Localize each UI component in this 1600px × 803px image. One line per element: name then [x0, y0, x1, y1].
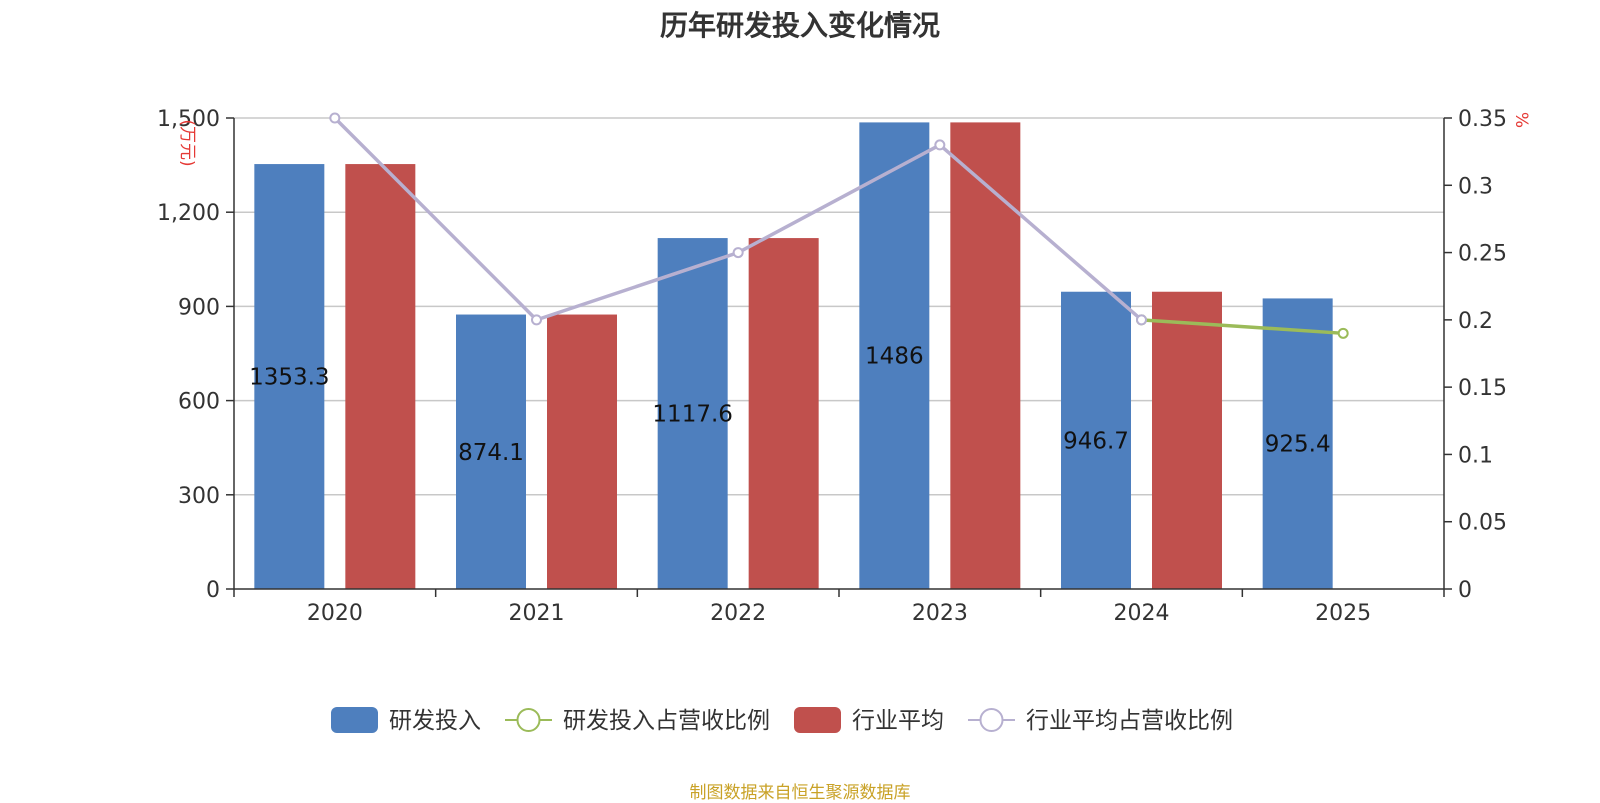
left-axis-tick-label: 900 [178, 295, 220, 320]
left-axis-tick-label: 600 [178, 390, 220, 415]
point-rd-ratio-2025 [1337, 327, 1349, 339]
bar-industry-2020 [345, 164, 416, 590]
left-axis-tick-label: 1,500 [157, 107, 220, 132]
point-industry-ratio-2022 [732, 247, 744, 259]
legend-label: 研发投入 [389, 708, 481, 734]
bar-rd-2020 [254, 164, 325, 590]
x-axis-tick-label: 2021 [509, 601, 565, 626]
bar-rd-2025 [1262, 298, 1333, 589]
chart-title: 历年研发投入变化情况 [659, 9, 940, 42]
right-axis-tick-label: 0.05 [1458, 511, 1507, 536]
bar-rd-2022 [657, 238, 728, 589]
point-industry-ratio-2023 [934, 139, 946, 151]
x-axis-tick-label: 2022 [710, 601, 766, 626]
point-industry-ratio-2024 [1136, 314, 1147, 326]
legend-swatch [794, 707, 841, 733]
right-axis-unit: % [1511, 112, 1531, 128]
right-axis-tick-label: 0.35 [1458, 107, 1507, 132]
left-axis-tick-label: 1,200 [157, 201, 220, 226]
data-source-note: 制图数据来自恒生聚源数据库 [689, 783, 911, 803]
point-industry-ratio-2021 [531, 314, 542, 326]
bar-rd-2023 [859, 122, 930, 589]
right-axis-tick-label: 0.25 [1458, 242, 1507, 267]
bars [254, 122, 1333, 590]
legend-label: 研发投入占营收比例 [563, 708, 770, 734]
legend: 研发投入 研发投入占营收比例 行业平均 行业平均占营收比例 [331, 707, 1233, 734]
bar-rd-2024 [1061, 291, 1131, 589]
bar-industry-2021 [547, 314, 617, 589]
right-axis-tick-label: 0.15 [1458, 376, 1507, 401]
x-axis-tick-label: 2024 [1114, 601, 1170, 626]
right-axis-tick-label: 0 [1458, 578, 1472, 603]
bar-rd-2021 [456, 314, 526, 589]
left-axis-tick-label: 0 [206, 578, 220, 603]
right-axis-tick-label: 0.3 [1458, 174, 1493, 199]
x-axis-tick-label: 2020 [307, 601, 363, 626]
bar-value-label: 925.4 [1265, 432, 1331, 458]
point-industry-ratio-2020 [329, 112, 341, 124]
bar-industry-2022 [748, 238, 819, 589]
grid-lines [234, 117, 1444, 496]
bar-labels: 1353.3 874.1 1117.6 1486 946.7 925.4 [249, 344, 1331, 466]
x-axis-tick-label: 2023 [912, 601, 968, 626]
bar-value-label: 946.7 [1063, 428, 1129, 454]
bar-industry-2023 [950, 122, 1021, 589]
lines [329, 112, 1349, 339]
left-axis-tick-label: 300 [178, 484, 220, 509]
right-axis-tick-label: 0.2 [1458, 309, 1493, 334]
bar-value-label: 1117.6 [652, 402, 732, 428]
legend-item: 研发投入 [331, 707, 481, 734]
legend-label: 行业平均占营收比例 [1026, 708, 1233, 734]
legend-item: 行业平均占营收比例 [968, 708, 1233, 734]
bar-value-label: 1353.3 [249, 365, 329, 391]
line-rd-ratio [1141, 318, 1344, 336]
left-axis-unit: (万元) [177, 119, 197, 166]
bar-value-label: 874.1 [458, 440, 524, 466]
right-axis-tick-label: 0.1 [1458, 443, 1493, 468]
legend-swatch-marker [979, 708, 1004, 732]
legend-swatch-marker [516, 708, 541, 732]
bar-value-label: 1486 [865, 344, 924, 370]
legend-swatch [331, 707, 378, 733]
line-industry-ratio [333, 116, 1143, 322]
bar-industry-2024 [1152, 291, 1222, 589]
legend-item: 行业平均 [794, 707, 944, 734]
legend-label: 行业平均 [852, 708, 944, 734]
x-axis-tick-label: 2025 [1315, 601, 1371, 626]
legend-item: 研发投入占营收比例 [505, 708, 770, 734]
axes: 0 300 600 900 1,200 1,500(万元) 0 0.05 0.1 0.15 0.2 0… [157, 107, 1531, 626]
